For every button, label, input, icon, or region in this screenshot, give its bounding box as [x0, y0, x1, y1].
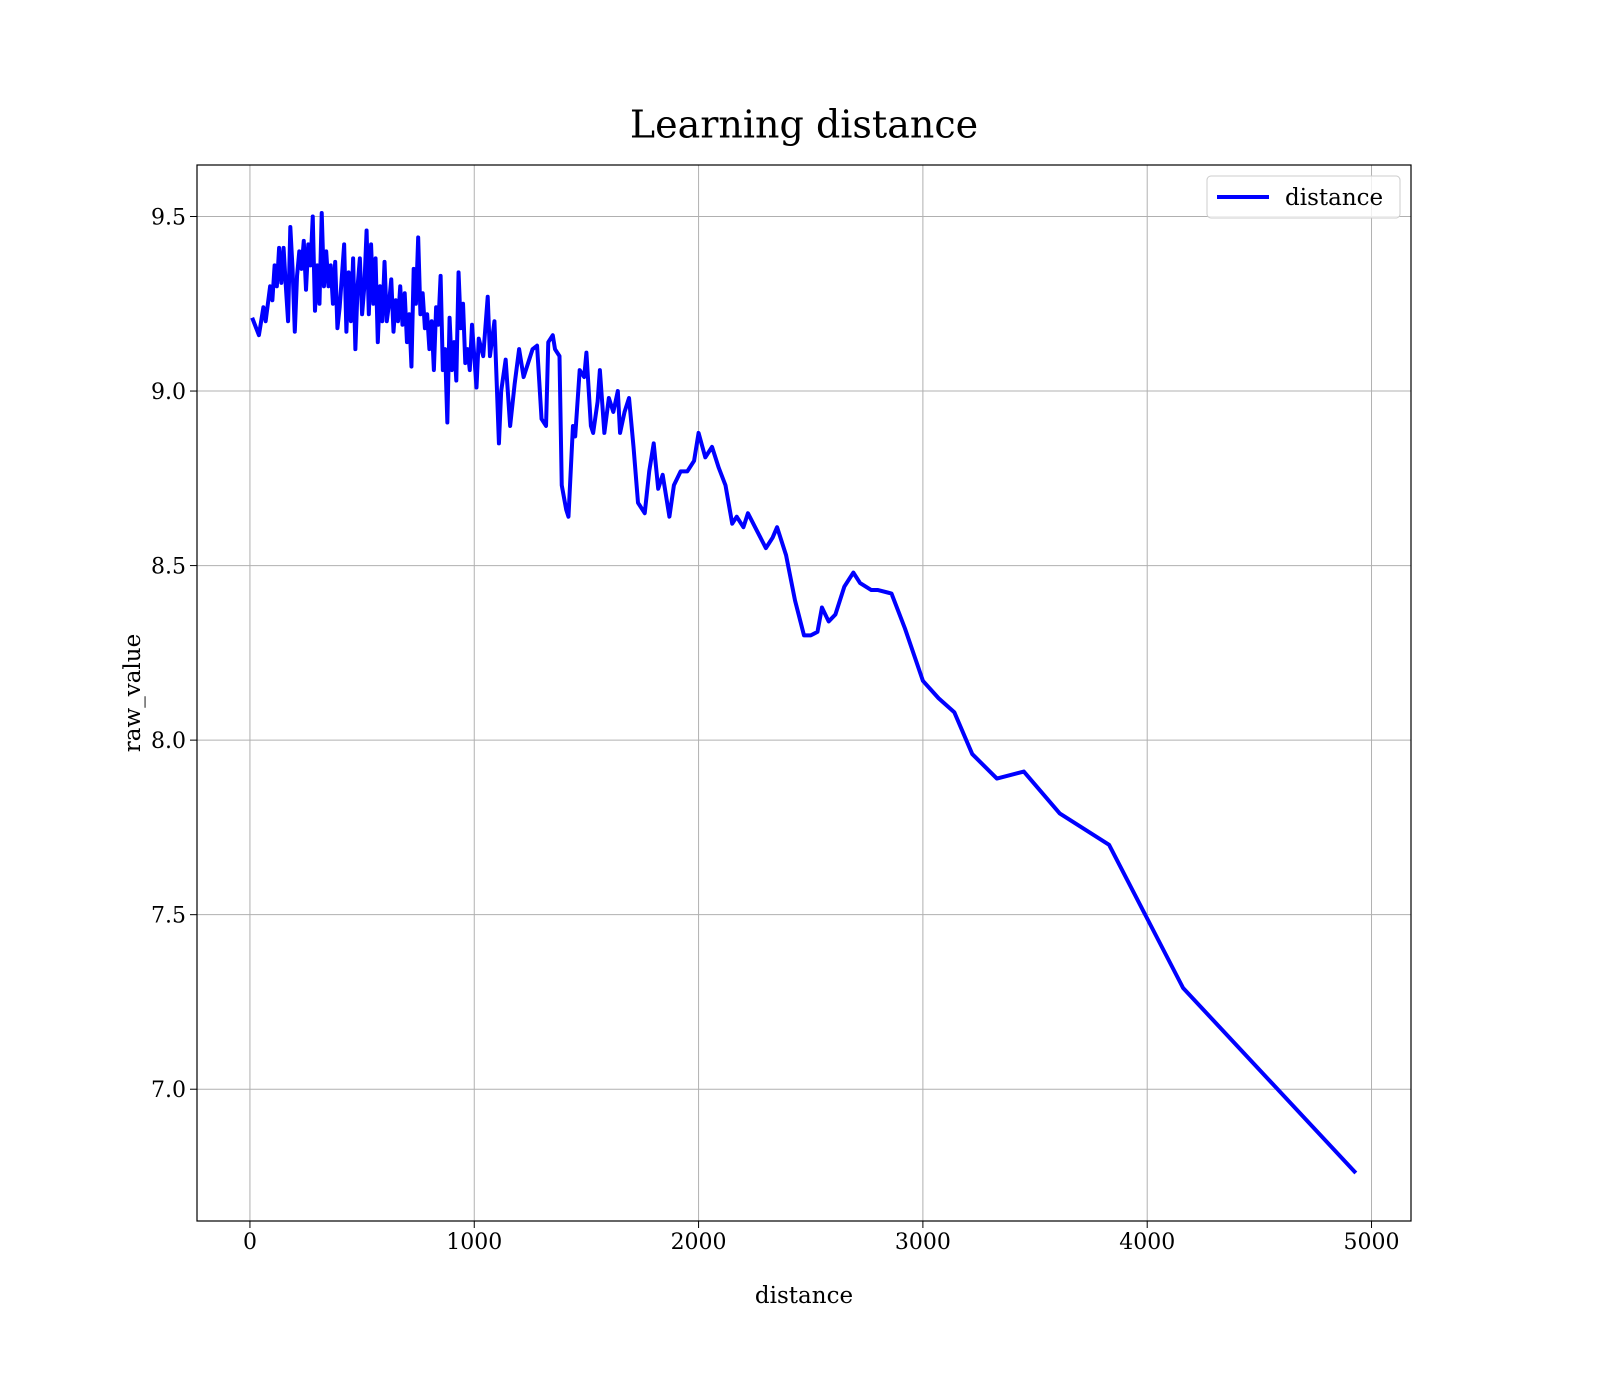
- y-tick-label: 9.5: [151, 205, 186, 230]
- chart-title: Learning distance: [630, 103, 978, 147]
- x-tick-label: 5000: [1344, 1230, 1400, 1255]
- legend-label: distance: [1285, 185, 1383, 211]
- y-tick-label: 7.5: [151, 904, 186, 929]
- y-tick-label: 8.0: [151, 729, 186, 754]
- y-tick-label: 7.0: [151, 1078, 186, 1103]
- axes-frame: [196, 164, 1412, 1222]
- x-tick-label: 4000: [1119, 1230, 1175, 1255]
- legend-box: [1206, 175, 1401, 219]
- y-tick-label: 8.5: [151, 555, 186, 580]
- x-tick-label: 0: [243, 1230, 257, 1255]
- x-tick-label: 3000: [895, 1230, 951, 1255]
- x-tick-label: 1000: [446, 1230, 502, 1255]
- line-series: [250, 211, 1358, 1175]
- y-axis-label: raw_value: [120, 634, 146, 752]
- x-tick-label: 2000: [671, 1230, 727, 1255]
- x-axis-label: distance: [755, 1283, 853, 1309]
- y-tick-label: 9.0: [151, 380, 186, 405]
